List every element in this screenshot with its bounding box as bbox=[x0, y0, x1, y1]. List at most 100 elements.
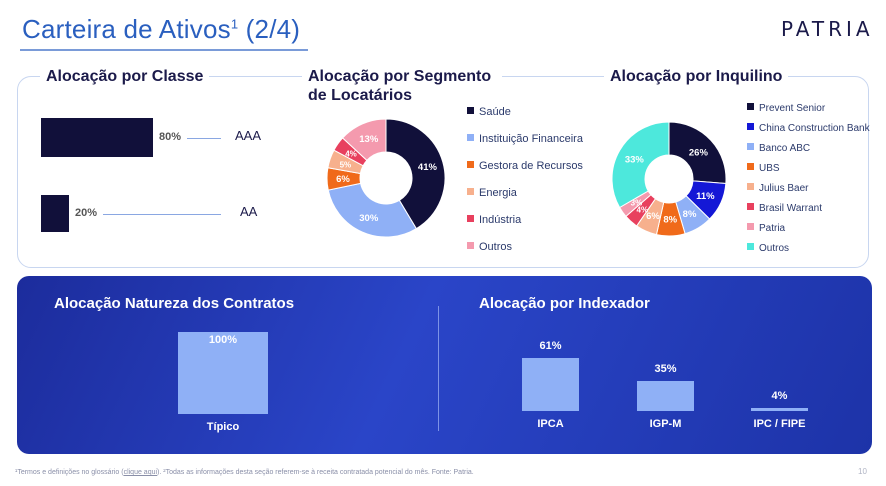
page-title: Carteira de Ativos1 (2/4) bbox=[22, 14, 300, 45]
class-bar-category-label: AAA bbox=[235, 127, 262, 143]
legend-label: Outros bbox=[479, 241, 513, 253]
legend-item: Patria bbox=[747, 223, 785, 234]
indexer-bar-category-label: IPC / FIPE bbox=[753, 418, 806, 430]
indexer-bar bbox=[751, 407, 808, 411]
donut-slice-label: 13% bbox=[359, 134, 379, 145]
class-chart-title: Alocação por Classe bbox=[40, 67, 210, 86]
legend-label: Gestora de Recursos bbox=[479, 160, 583, 172]
legend-swatch bbox=[467, 242, 474, 249]
legend-swatch bbox=[747, 163, 754, 170]
page-number: 10 bbox=[858, 467, 867, 476]
legend-swatch bbox=[747, 103, 754, 110]
legend-swatch bbox=[747, 223, 754, 230]
legend-label: Outros bbox=[759, 243, 790, 254]
legend-label: Brasil Warrant bbox=[759, 203, 822, 214]
donut-slice-label: 8% bbox=[683, 209, 697, 220]
legend-swatch bbox=[747, 183, 754, 190]
legend-swatch bbox=[747, 203, 754, 210]
legend-label: Saúde bbox=[479, 106, 511, 118]
indexer-bar-category-label: IGP-M bbox=[649, 418, 682, 430]
legend-item: Saúde bbox=[467, 106, 511, 118]
patria-logo: PATRIA bbox=[781, 17, 874, 41]
legend-swatch bbox=[747, 243, 754, 250]
legend-label: Prevent Senior bbox=[759, 103, 826, 114]
legend-swatch bbox=[467, 188, 474, 195]
donut-slice-label: 4% bbox=[637, 205, 649, 214]
class-bar-connector bbox=[103, 213, 221, 215]
legend-label: Banco ABC bbox=[759, 143, 811, 154]
donut-slice-label: 6% bbox=[646, 211, 660, 222]
tenant-chart-title: Alocação por Inquilino bbox=[604, 67, 789, 86]
footnote-post: ). ²Todas as informações desta seção ref… bbox=[157, 469, 474, 476]
footnote-pre: ¹Termos e definições no glossário ( bbox=[15, 469, 124, 476]
page-title-footnote-mark: 1 bbox=[230, 16, 239, 32]
legend-swatch bbox=[467, 215, 474, 222]
donut-slice-label: 26% bbox=[689, 147, 709, 158]
class-bar-connector bbox=[187, 137, 221, 139]
donut-slice-label: 6% bbox=[336, 174, 350, 185]
legend-item: Energia bbox=[467, 187, 517, 199]
tenant-donut-chart: 26%11%8%8%6%4%3%33% bbox=[611, 121, 727, 237]
segment-donut-chart: 41% 30% 6% 5%4%13% bbox=[326, 118, 446, 238]
bottom-charts-panel: Alocação Natureza dos Contratos Alocação… bbox=[17, 276, 872, 454]
indexer-bar-value-label: 4% bbox=[771, 389, 788, 402]
legend-item: Julius Baer bbox=[747, 183, 808, 194]
class-bar bbox=[41, 195, 69, 232]
legend-item: Gestora de Recursos bbox=[467, 160, 583, 172]
legend-item: Indústria bbox=[467, 214, 521, 226]
donut-slice-label: 8% bbox=[663, 214, 677, 225]
legend-swatch bbox=[467, 161, 474, 168]
legend-swatch bbox=[747, 123, 754, 130]
page-title-text: Carteira de Ativos bbox=[22, 14, 231, 44]
contracts-bar-value-label: 100% bbox=[208, 334, 238, 346]
legend-label: Instituição Financeira bbox=[479, 133, 583, 145]
legend-swatch bbox=[467, 134, 474, 141]
donut-slice bbox=[385, 118, 446, 230]
class-bar-value-label: 20% bbox=[75, 206, 98, 219]
indexer-bar-value-label: 35% bbox=[654, 362, 677, 375]
indexer-bar-value-label: 61% bbox=[539, 340, 562, 352]
legend-label: Energia bbox=[479, 187, 517, 199]
class-bar-value-label: 80% bbox=[159, 130, 182, 143]
contracts-bar-category-label: Típico bbox=[206, 421, 240, 433]
legend-label: Indústria bbox=[479, 214, 522, 226]
donut-slice bbox=[668, 121, 727, 185]
donut-slice-label: 41% bbox=[418, 162, 438, 173]
class-bar bbox=[41, 118, 153, 157]
legend-swatch bbox=[467, 107, 474, 114]
glossary-link[interactable]: clique aqui bbox=[123, 469, 158, 476]
contracts-chart-title: Alocação Natureza dos Contratos bbox=[54, 295, 295, 312]
panel-divider bbox=[438, 306, 439, 431]
class-bar-category-label: AA bbox=[240, 203, 258, 219]
segment-chart-title: Alocação por Segmento de Locatários bbox=[302, 67, 502, 105]
legend-item: Banco ABC bbox=[747, 143, 810, 154]
contracts-bar bbox=[178, 332, 268, 414]
donut-slice-label: 33% bbox=[625, 155, 645, 166]
page-title-suffix: (2/4) bbox=[238, 14, 301, 44]
donut-slice-label: 5% bbox=[340, 160, 352, 169]
legend-label: China Construction Bank bbox=[759, 123, 870, 134]
donut-slice bbox=[327, 182, 417, 238]
legend-item: UBS bbox=[747, 163, 780, 174]
legend-label: Patria bbox=[759, 223, 786, 234]
donut-slice-label: 11% bbox=[696, 191, 715, 202]
legend-item: China Construction Bank bbox=[747, 123, 870, 134]
legend-item: Brasil Warrant bbox=[747, 203, 822, 214]
legend-label: UBS bbox=[759, 163, 780, 174]
legend-item: Instituição Financeira bbox=[467, 133, 583, 145]
title-underline bbox=[20, 49, 308, 51]
legend-label: Julius Baer bbox=[759, 183, 809, 194]
donut-slice bbox=[341, 118, 387, 162]
legend-item: Outros bbox=[467, 241, 512, 253]
donut-slice bbox=[611, 121, 670, 209]
indexer-chart-title: Alocação por Indexador bbox=[479, 295, 650, 312]
legend-item: Outros bbox=[747, 243, 789, 254]
indexer-bar-category-label: IPCA bbox=[537, 418, 564, 430]
donut-slice-label: 30% bbox=[359, 213, 379, 224]
legend-swatch bbox=[747, 143, 754, 150]
indexer-bar bbox=[637, 380, 694, 411]
indexer-bar bbox=[522, 358, 579, 411]
legend-item: Prevent Senior bbox=[747, 103, 825, 114]
donut-slice-label: 4% bbox=[345, 150, 357, 159]
footnote: ¹Termos e definições no glossário (cliqu… bbox=[15, 469, 474, 476]
